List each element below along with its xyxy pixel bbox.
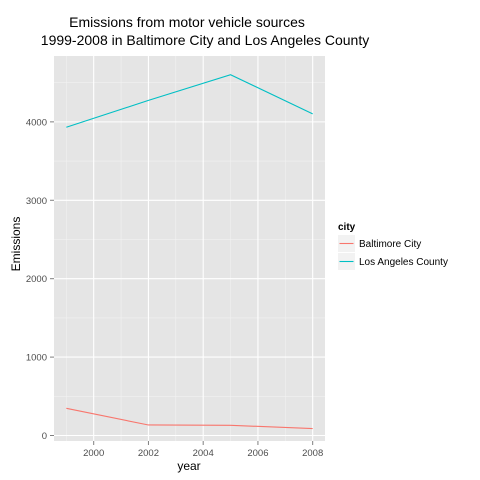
y-tick-label: 2000 bbox=[26, 274, 47, 285]
plot-panel bbox=[54, 56, 325, 441]
x-axis-ticks: 2000 2002 2004 2006 2008 bbox=[83, 441, 323, 459]
legend-title: city bbox=[338, 222, 356, 233]
y-axis-ticks: 0 1000 2000 3000 4000 bbox=[26, 117, 54, 442]
y-tick-label: 3000 bbox=[26, 196, 47, 207]
legend-label: Baltimore City bbox=[359, 239, 421, 250]
x-tick-label: 2000 bbox=[83, 448, 104, 459]
chart-title-line-1: Emissions from motor vehicle sources bbox=[69, 14, 305, 30]
y-axis-title: Emissions bbox=[9, 217, 23, 272]
x-tick-label: 2006 bbox=[247, 448, 268, 459]
x-tick-label: 2008 bbox=[302, 448, 323, 459]
y-tick-label: 1000 bbox=[26, 353, 47, 364]
legend: city Baltimore City Los Angeles County bbox=[338, 222, 448, 270]
minor-gridlines bbox=[54, 56, 325, 441]
x-tick-label: 2002 bbox=[138, 448, 159, 459]
x-axis-title: year bbox=[177, 459, 200, 473]
major-gridlines bbox=[54, 56, 325, 441]
y-tick-label: 0 bbox=[42, 431, 47, 442]
series-lines bbox=[66, 74, 313, 430]
chart-title-line-2: 1999-2008 in Baltimore City and Los Ange… bbox=[41, 32, 369, 48]
series-line-1 bbox=[66, 74, 313, 128]
y-tick-label: 4000 bbox=[26, 117, 47, 128]
legend-label: Los Angeles County bbox=[359, 257, 448, 268]
legend-items: Baltimore City Los Angeles County bbox=[338, 235, 448, 270]
x-tick-label: 2004 bbox=[193, 448, 214, 459]
series-line-0 bbox=[66, 407, 313, 430]
